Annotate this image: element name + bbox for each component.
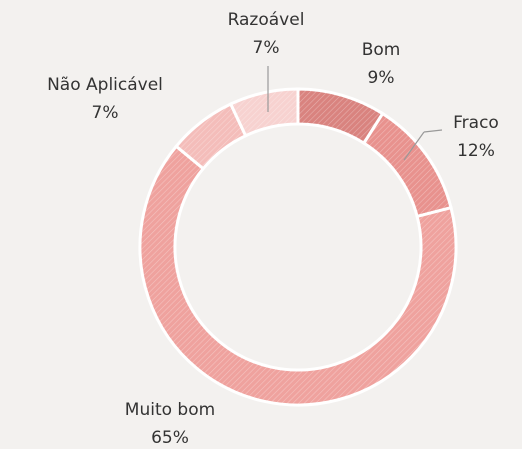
slices xyxy=(138,87,458,407)
category-label: Muito bom xyxy=(125,400,215,420)
category-label: Não Aplicável xyxy=(47,75,163,95)
category-label: Fraco xyxy=(453,113,499,133)
slice-hatch xyxy=(139,146,456,406)
slice-hatch xyxy=(363,113,452,217)
category-label: Bom xyxy=(362,40,401,60)
labels: Bom 9% Fraco 12% Muito bom 65% Não Aplicável 7%… xyxy=(47,10,499,448)
value-label: 7% xyxy=(253,38,280,58)
leader-line xyxy=(423,129,443,133)
value-label: 65% xyxy=(151,428,189,448)
value-label: 7% xyxy=(92,103,119,123)
slice-hatch xyxy=(298,89,383,144)
slice-hatch xyxy=(176,104,246,169)
category-label: Razoável xyxy=(228,10,305,30)
slice-hatch xyxy=(230,89,298,136)
value-label: 9% xyxy=(368,68,395,88)
value-label: 12% xyxy=(457,141,495,161)
leader-line xyxy=(403,131,425,161)
